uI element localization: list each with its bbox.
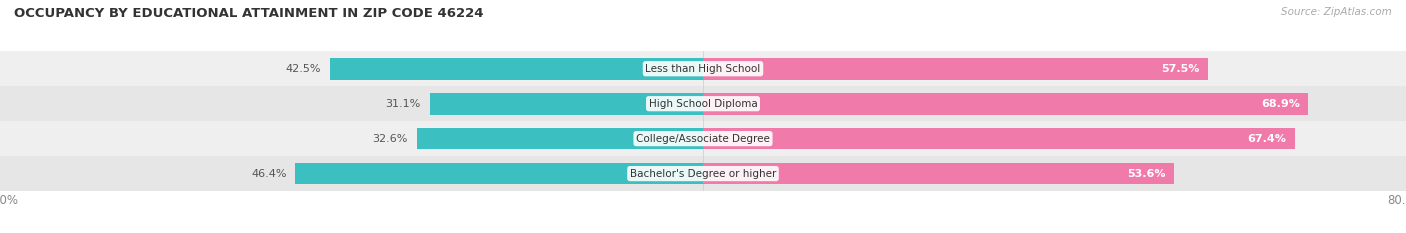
Text: 68.9%: 68.9% <box>1261 99 1299 109</box>
Bar <box>329 58 703 80</box>
Text: Source: ZipAtlas.com: Source: ZipAtlas.com <box>1281 7 1392 17</box>
Bar <box>416 128 703 150</box>
Text: Bachelor's Degree or higher: Bachelor's Degree or higher <box>630 169 776 178</box>
Bar <box>703 163 1174 185</box>
Bar <box>0 86 1406 121</box>
Bar <box>0 121 1406 156</box>
Text: Less than High School: Less than High School <box>645 64 761 74</box>
Bar <box>703 58 1208 80</box>
Bar <box>0 51 1406 86</box>
Bar <box>0 156 1406 191</box>
Text: 31.1%: 31.1% <box>385 99 420 109</box>
Text: 46.4%: 46.4% <box>252 169 287 178</box>
Text: 57.5%: 57.5% <box>1161 64 1199 74</box>
Text: 42.5%: 42.5% <box>285 64 321 74</box>
Bar <box>430 93 703 115</box>
Text: College/Associate Degree: College/Associate Degree <box>636 134 770 144</box>
Text: OCCUPANCY BY EDUCATIONAL ATTAINMENT IN ZIP CODE 46224: OCCUPANCY BY EDUCATIONAL ATTAINMENT IN Z… <box>14 7 484 20</box>
Text: 67.4%: 67.4% <box>1247 134 1286 144</box>
Text: 32.6%: 32.6% <box>373 134 408 144</box>
Bar <box>703 93 1309 115</box>
Bar <box>703 128 1295 150</box>
Text: High School Diploma: High School Diploma <box>648 99 758 109</box>
Text: 53.6%: 53.6% <box>1126 169 1166 178</box>
Bar <box>295 163 703 185</box>
